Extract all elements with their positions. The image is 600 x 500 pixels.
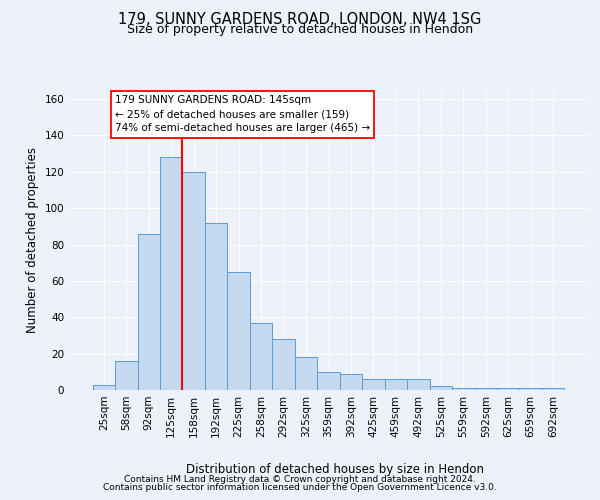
Bar <box>205 222 227 390</box>
Bar <box>340 374 362 390</box>
Bar <box>542 388 565 390</box>
Bar <box>137 234 160 390</box>
Text: Contains public sector information licensed under the Open Government Licence v3: Contains public sector information licen… <box>103 484 497 492</box>
Bar <box>295 358 317 390</box>
Text: 179 SUNNY GARDENS ROAD: 145sqm
← 25% of detached houses are smaller (159)
74% of: 179 SUNNY GARDENS ROAD: 145sqm ← 25% of … <box>115 96 370 134</box>
Text: 179, SUNNY GARDENS ROAD, LONDON, NW4 1SG: 179, SUNNY GARDENS ROAD, LONDON, NW4 1SG <box>118 12 482 28</box>
Text: Size of property relative to detached houses in Hendon: Size of property relative to detached ho… <box>127 24 473 36</box>
Bar <box>227 272 250 390</box>
Text: Distribution of detached houses by size in Hendon: Distribution of detached houses by size … <box>185 462 484 475</box>
Bar <box>182 172 205 390</box>
Bar <box>250 322 272 390</box>
Bar <box>362 379 385 390</box>
Bar <box>475 388 497 390</box>
Bar <box>385 379 407 390</box>
Bar <box>452 388 475 390</box>
Bar <box>115 361 137 390</box>
Y-axis label: Number of detached properties: Number of detached properties <box>26 147 39 333</box>
Bar <box>272 339 295 390</box>
Bar <box>497 388 520 390</box>
Bar <box>407 379 430 390</box>
Bar <box>430 386 452 390</box>
Text: Contains HM Land Registry data © Crown copyright and database right 2024.: Contains HM Land Registry data © Crown c… <box>124 474 476 484</box>
Bar <box>520 388 542 390</box>
Bar <box>92 384 115 390</box>
Bar <box>317 372 340 390</box>
Bar <box>160 158 182 390</box>
